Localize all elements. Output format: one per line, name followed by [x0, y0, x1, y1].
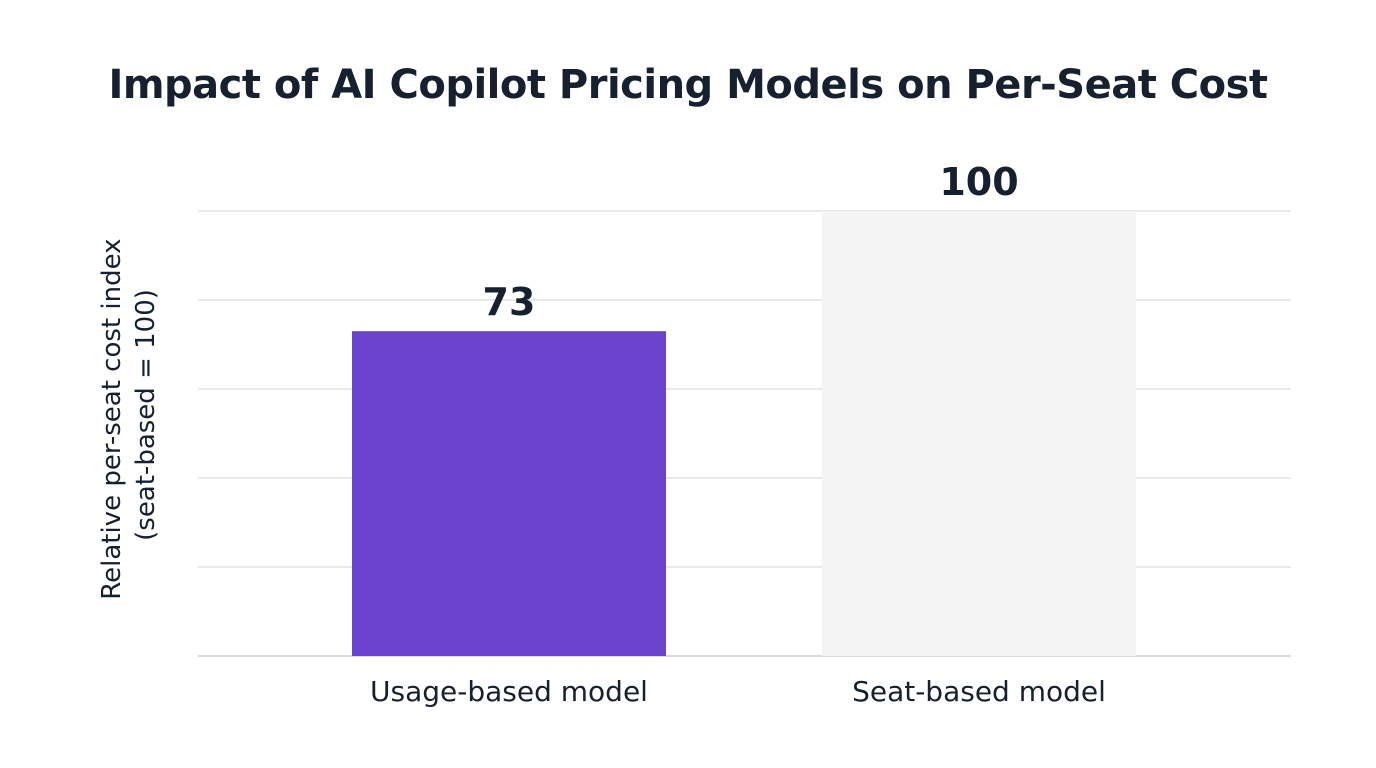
bars [352, 211, 1136, 656]
y-axis-label-line-1: Relative per-seat cost index [97, 238, 127, 599]
category-label-1: Usage-based model [370, 675, 648, 708]
value-label-1: 73 [483, 280, 536, 324]
category-label-2: Seat-based model [852, 675, 1106, 708]
bar-2 [822, 211, 1136, 656]
y-axis-label: Relative per-seat cost index (seat-based… [97, 230, 161, 600]
labels: 73 Usage-based model 100 Seat-based model [370, 160, 1106, 708]
value-label-2: 100 [939, 160, 1018, 204]
y-axis-label-line-2: (seat-based = 100) [131, 289, 161, 541]
chart-title: Impact of AI Copilot Pricing Models on P… [108, 62, 1268, 108]
bar-1 [352, 331, 666, 656]
